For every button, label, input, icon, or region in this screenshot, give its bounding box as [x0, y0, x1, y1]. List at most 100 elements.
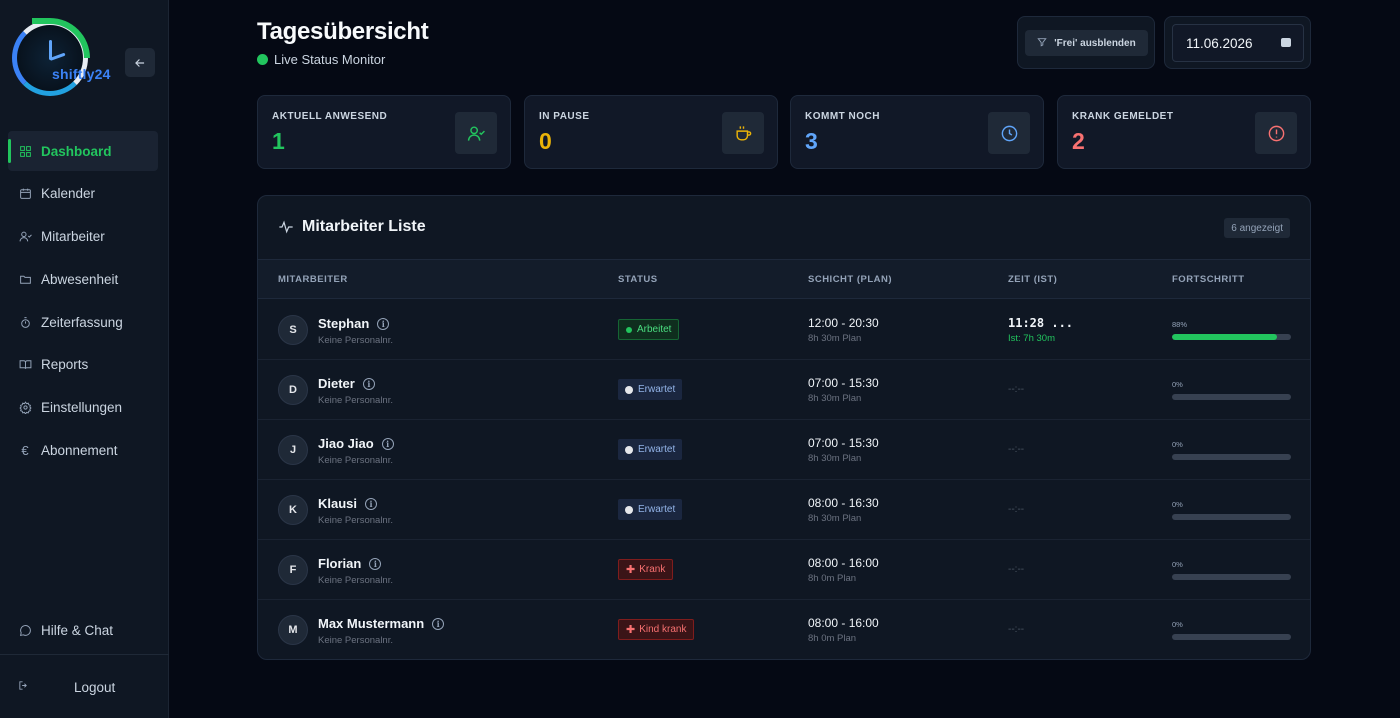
- employee-list-panel: Mitarbeiter Liste 6 angezeigt MITARBEITE…: [257, 195, 1311, 660]
- hide-free-label: 'Frei' ausblenden: [1054, 37, 1136, 49]
- book-icon: [18, 358, 32, 372]
- sidebar-item-label: Zeiterfassung: [41, 314, 123, 330]
- progress-percent: 0%: [1172, 380, 1183, 389]
- sidebar-item-kalender[interactable]: Kalender: [8, 174, 158, 214]
- info-icon[interactable]: i: [362, 377, 375, 390]
- stat-card-present: AKTUELL ANWESEND 1: [257, 95, 511, 169]
- avatar: S: [278, 315, 308, 345]
- progress-fill: [1172, 334, 1277, 340]
- table-row[interactable]: F Florian i Keine Personalnr. ✚ Krank 08:0…: [258, 540, 1310, 600]
- stat-value: 1: [272, 128, 285, 154]
- status-label: Kind krank: [639, 624, 687, 635]
- logout-label: Logout: [74, 679, 116, 695]
- stat-card-sick: KRANK GEMELDET 2: [1057, 95, 1311, 169]
- status-label: Krank: [639, 564, 666, 575]
- sidebar-item-mitarbeiter[interactable]: Mitarbeiter: [8, 217, 158, 257]
- status-dot-icon: [625, 505, 633, 514]
- column-header[interactable]: MITARBEITER: [278, 274, 348, 285]
- status-dot-icon: [625, 385, 633, 394]
- stat-card-coming: KOMMT NOCH 3: [790, 95, 1044, 169]
- shift-time: 08:00 - 16:00: [808, 556, 879, 570]
- live-status-label: Live Status Monitor: [274, 52, 386, 67]
- app-logo[interactable]: shiftly24: [12, 18, 122, 96]
- column-header[interactable]: FORTSCHRITT: [1172, 274, 1245, 285]
- date-value: 11.06.2026: [1186, 35, 1253, 51]
- live-status: Live Status Monitor: [257, 52, 385, 67]
- logout-button[interactable]: Logout: [8, 667, 158, 707]
- personal-nr: Keine Personalnr.: [318, 635, 393, 646]
- arrow-left-icon: [135, 58, 145, 67]
- stat-card-pause: IN PAUSE 0: [524, 95, 778, 169]
- progress-percent: 0%: [1172, 620, 1183, 629]
- alert-circle-icon: [1255, 112, 1297, 154]
- activity-icon: [279, 220, 293, 234]
- stat-label: KRANK GEMELDET: [1072, 111, 1174, 122]
- table-row[interactable]: D Dieter i Keine Personalnr. Erwartet 07:…: [258, 360, 1310, 420]
- actual-time: --:--: [1008, 384, 1025, 395]
- personal-nr: Keine Personalnr.: [318, 515, 393, 526]
- avatar: D: [278, 375, 308, 405]
- shift-time: 12:00 - 20:30: [808, 316, 879, 330]
- progress-bar: [1172, 394, 1291, 400]
- employee-name-text: Stephan: [318, 316, 370, 331]
- hide-free-button[interactable]: 'Frei' ausblenden: [1025, 30, 1148, 56]
- help-chat-label: Hilfe & Chat: [41, 622, 114, 638]
- shift-plan: 8h 30m Plan: [808, 333, 862, 344]
- sidebar-item-reports[interactable]: Reports: [8, 345, 158, 385]
- sidebar-item-label: Abwesenheit: [41, 271, 119, 287]
- column-header[interactable]: STATUS: [618, 274, 658, 285]
- shift-time: 07:00 - 15:30: [808, 436, 879, 450]
- employee-name: Max Mustermann i: [318, 616, 445, 631]
- collapse-sidebar-button[interactable]: [125, 48, 155, 77]
- status-badge: Erwartet: [618, 379, 683, 400]
- shift-time: 08:00 - 16:00: [808, 616, 879, 630]
- info-icon[interactable]: i: [369, 557, 382, 570]
- users-icon: [18, 230, 32, 244]
- actual-time: --:--: [1008, 564, 1025, 575]
- shift-time: 08:00 - 16:30: [808, 496, 879, 510]
- stat-label: AKTUELL ANWESEND: [272, 111, 388, 122]
- progress-bar: [1172, 334, 1291, 340]
- help-chat-link[interactable]: Hilfe & Chat: [8, 610, 158, 650]
- info-icon[interactable]: i: [365, 497, 378, 510]
- sidebar-item-abwesenheit[interactable]: Abwesenheit: [8, 259, 158, 299]
- status-label: Arbeitet: [637, 324, 672, 335]
- panel-title-label: Mitarbeiter Liste: [302, 218, 426, 235]
- sidebar: shiftly24 Dashboard Kalender Mitarbeiter…: [0, 0, 169, 718]
- employee-name: Jiao Jiao i: [318, 436, 394, 451]
- shift-plan: 8h 30m Plan: [808, 393, 862, 404]
- sidebar-item-einstellungen[interactable]: Einstellungen: [8, 388, 158, 428]
- grid-icon: [18, 144, 32, 158]
- personal-nr: Keine Personalnr.: [318, 575, 393, 586]
- table-row[interactable]: K Klausi i Keine Personalnr. Erwartet 08:…: [258, 480, 1310, 540]
- live-dot-icon: [257, 54, 268, 65]
- sidebar-item-abonnement[interactable]: € Abonnement: [8, 431, 158, 471]
- shift-plan: 8h 30m Plan: [808, 513, 862, 524]
- plus-icon: ✚: [626, 564, 636, 576]
- coffee-icon: [722, 112, 764, 154]
- table-row[interactable]: J Jiao Jiao i Keine Personalnr. Erwartet …: [258, 420, 1310, 480]
- shift-plan: 8h 0m Plan: [808, 633, 857, 644]
- info-icon[interactable]: i: [377, 317, 390, 330]
- info-icon[interactable]: i: [381, 437, 394, 450]
- table-row[interactable]: S Stephan i Keine Personalnr. Arbeitet 12…: [258, 300, 1310, 360]
- stat-label: KOMMT NOCH: [805, 111, 880, 122]
- status-dot-icon: [626, 326, 632, 333]
- sidebar-item-zeiterfassung[interactable]: Zeiterfassung: [8, 302, 158, 342]
- progress-bar: [1172, 454, 1291, 460]
- progress-percent: 0%: [1172, 500, 1183, 509]
- info-icon[interactable]: i: [432, 617, 445, 630]
- progress-bar: [1172, 574, 1291, 580]
- date-picker-input[interactable]: 11.06.2026: [1172, 24, 1304, 62]
- column-header[interactable]: SCHICHT (PLAN): [808, 274, 893, 285]
- shift-plan: 8h 0m Plan: [808, 573, 857, 584]
- progress-percent: 88%: [1172, 320, 1188, 329]
- actual-time: --:--: [1008, 504, 1025, 515]
- table-row[interactable]: M Max Mustermann i Keine Personalnr. ✚ Kin…: [258, 600, 1310, 659]
- employee-name-text: Jiao Jiao: [318, 436, 374, 451]
- column-header[interactable]: ZEIT (IST): [1008, 274, 1058, 285]
- sidebar-item-dashboard[interactable]: Dashboard: [8, 131, 158, 171]
- status-badge: ✚ Krank: [618, 559, 674, 580]
- count-badge: 6 angezeigt: [1224, 218, 1290, 238]
- shift-plan: 8h 30m Plan: [808, 453, 862, 464]
